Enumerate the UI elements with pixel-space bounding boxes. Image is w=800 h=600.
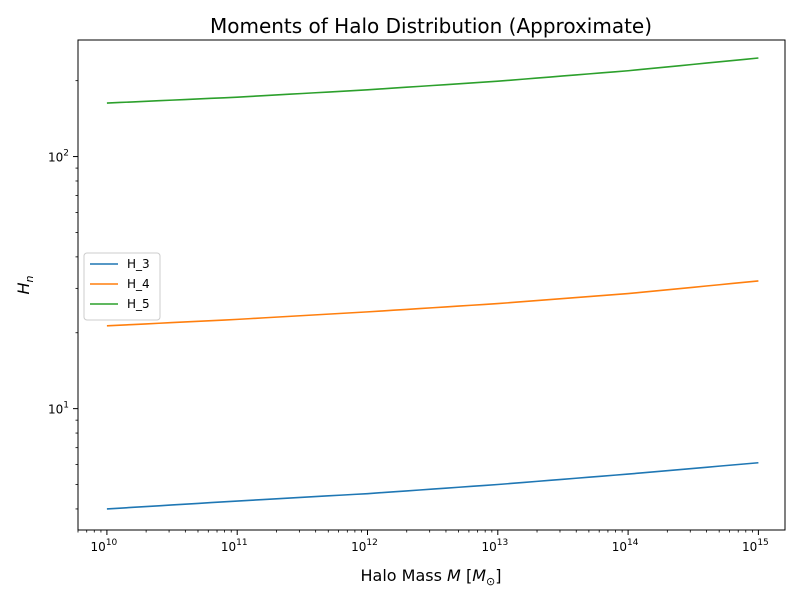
x-axis-ticks: 1010 1011 1012 1013 1014 1015 [77, 530, 769, 554]
chart-title: Moments of Halo Distribution (Approximat… [210, 14, 652, 38]
legend-label: H_5 [127, 297, 150, 311]
x-tick-label: 1013 [481, 538, 508, 554]
x-tick-label: 1015 [742, 538, 769, 554]
series-lines [106, 57, 759, 510]
x-axis-title: Halo Mass M [M⊙] [361, 566, 502, 588]
x-tick-label: 1014 [612, 538, 639, 554]
x-tick-label: 1010 [91, 538, 118, 554]
y-axis-title: Hn [14, 275, 36, 294]
series-line-h5 [106, 57, 759, 104]
y-axis-ticks: 101 102 [48, 80, 78, 510]
series-line-h3 [106, 461, 759, 510]
legend: H_3 H_4 H_5 [83, 252, 161, 321]
x-tick-label: 1012 [351, 538, 378, 554]
plot-area [77, 39, 786, 531]
legend-label: H_4 [127, 277, 150, 291]
x-tick-label: 1011 [221, 538, 248, 554]
series-line-h4 [106, 280, 759, 327]
legend-label: H_3 [127, 257, 150, 271]
y-tick-label: 102 [48, 149, 69, 165]
y-tick-label: 101 [48, 401, 69, 417]
